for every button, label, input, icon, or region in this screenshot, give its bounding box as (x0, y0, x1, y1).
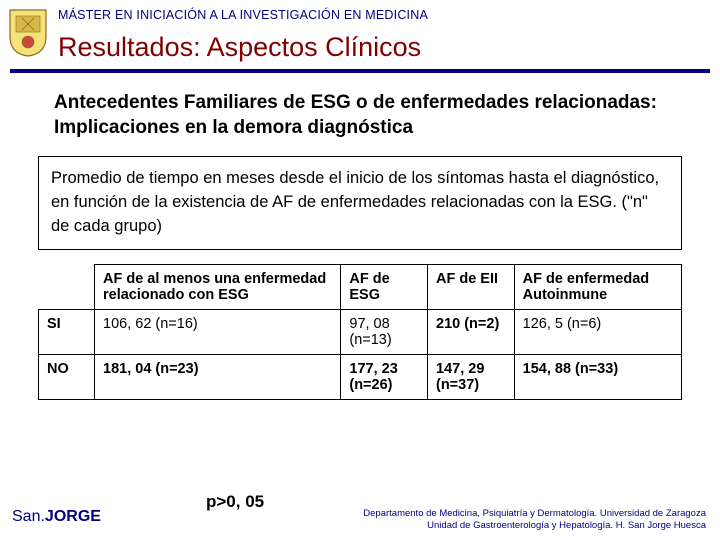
dept-line-2: Unidad de Gastroenterología y Hepatologí… (363, 520, 706, 532)
table-cell: 126, 5 (n=6) (514, 310, 681, 355)
table-cell: 97, 08 (n=13) (341, 310, 428, 355)
table-row: SI106, 62 (n=16)97, 08 (n=13)210 (n=2)12… (39, 310, 682, 355)
table-cell: 154, 88 (n=33) (514, 355, 681, 400)
program-name: MÁSTER EN INICIACIÓN A LA INVESTIGACIÓN … (58, 8, 720, 22)
brand-prefix: San. (12, 508, 45, 525)
data-table-wrap: AF de al menos una enfermedad relacionad… (38, 264, 682, 400)
table-header-row: AF de al menos una enfermedad relacionad… (39, 265, 682, 310)
footer-brand: San.JORGE (12, 508, 101, 526)
slide-header: MÁSTER EN INICIACIÓN A LA INVESTIGACIÓN … (0, 0, 720, 63)
table-cell: 177, 23 (n=26) (341, 355, 428, 400)
description-box: Promedio de tiempo en meses desde el ini… (38, 156, 682, 250)
table-corner-cell (39, 265, 95, 310)
table-cell: 147, 29 (n=37) (428, 355, 515, 400)
table-col-header: AF de enfermedad Autoinmune (514, 265, 681, 310)
table-col-header: AF de EII (428, 265, 515, 310)
footer-department: Departamento de Medicina, Psiquiatría y … (363, 508, 706, 532)
p-value: p>0, 05 (206, 492, 264, 512)
university-crest-icon (8, 8, 48, 58)
table-col-header: AF de ESG (341, 265, 428, 310)
slide-title: Resultados: Aspectos Clínicos (58, 32, 720, 63)
data-table: AF de al menos una enfermedad relacionad… (38, 264, 682, 400)
description-text: Promedio de tiempo en meses desde el ini… (51, 167, 669, 239)
slide-subtitle: Antecedentes Familiares de ESG o de enfe… (54, 91, 676, 140)
brand-suffix: JORGE (45, 508, 101, 525)
header-divider (10, 69, 710, 73)
table-cell: 106, 62 (n=16) (95, 310, 341, 355)
table-cell: 181, 04 (n=23) (95, 355, 341, 400)
dept-line-1: Departamento de Medicina, Psiquiatría y … (363, 508, 706, 520)
table-cell: 210 (n=2) (428, 310, 515, 355)
table-col-header: AF de al menos una enfermedad relacionad… (95, 265, 341, 310)
header-text: MÁSTER EN INICIACIÓN A LA INVESTIGACIÓN … (58, 8, 720, 63)
table-row: NO181, 04 (n=23)177, 23 (n=26)147, 29 (n… (39, 355, 682, 400)
table-row-label: SI (39, 310, 95, 355)
table-row-label: NO (39, 355, 95, 400)
